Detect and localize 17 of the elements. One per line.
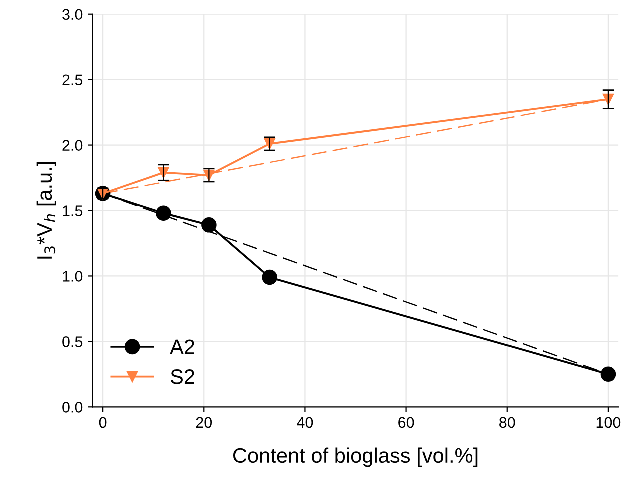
legend-label: S2	[170, 370, 194, 384]
y-tick-label: 2.0	[62, 140, 83, 151]
x-tick-label: 80	[500, 417, 516, 428]
y-tick-label: 1.0	[63, 271, 83, 282]
y-axis-title: I$_{3}$*V$_{h}$ [a.u.]	[36, 162, 56, 259]
x-tick-label: 40	[297, 417, 314, 428]
x-tick-label: 100	[596, 417, 621, 428]
y-tick-label: 0.0	[62, 402, 83, 413]
y-tick-label: 0.5	[62, 336, 83, 348]
y-tick-label: 3.0	[62, 9, 83, 20]
y-tick-label: 1.5	[63, 206, 83, 216]
y-tick-label: 2.5	[62, 74, 83, 86]
legend-label: A2	[170, 340, 194, 354]
x-tick-label: 60	[398, 417, 414, 428]
x-tick-label: 0	[99, 417, 107, 428]
x-axis-title: Content of bioglass [vol.%]	[233, 448, 478, 468]
x-tick-label: 20	[196, 417, 212, 428]
